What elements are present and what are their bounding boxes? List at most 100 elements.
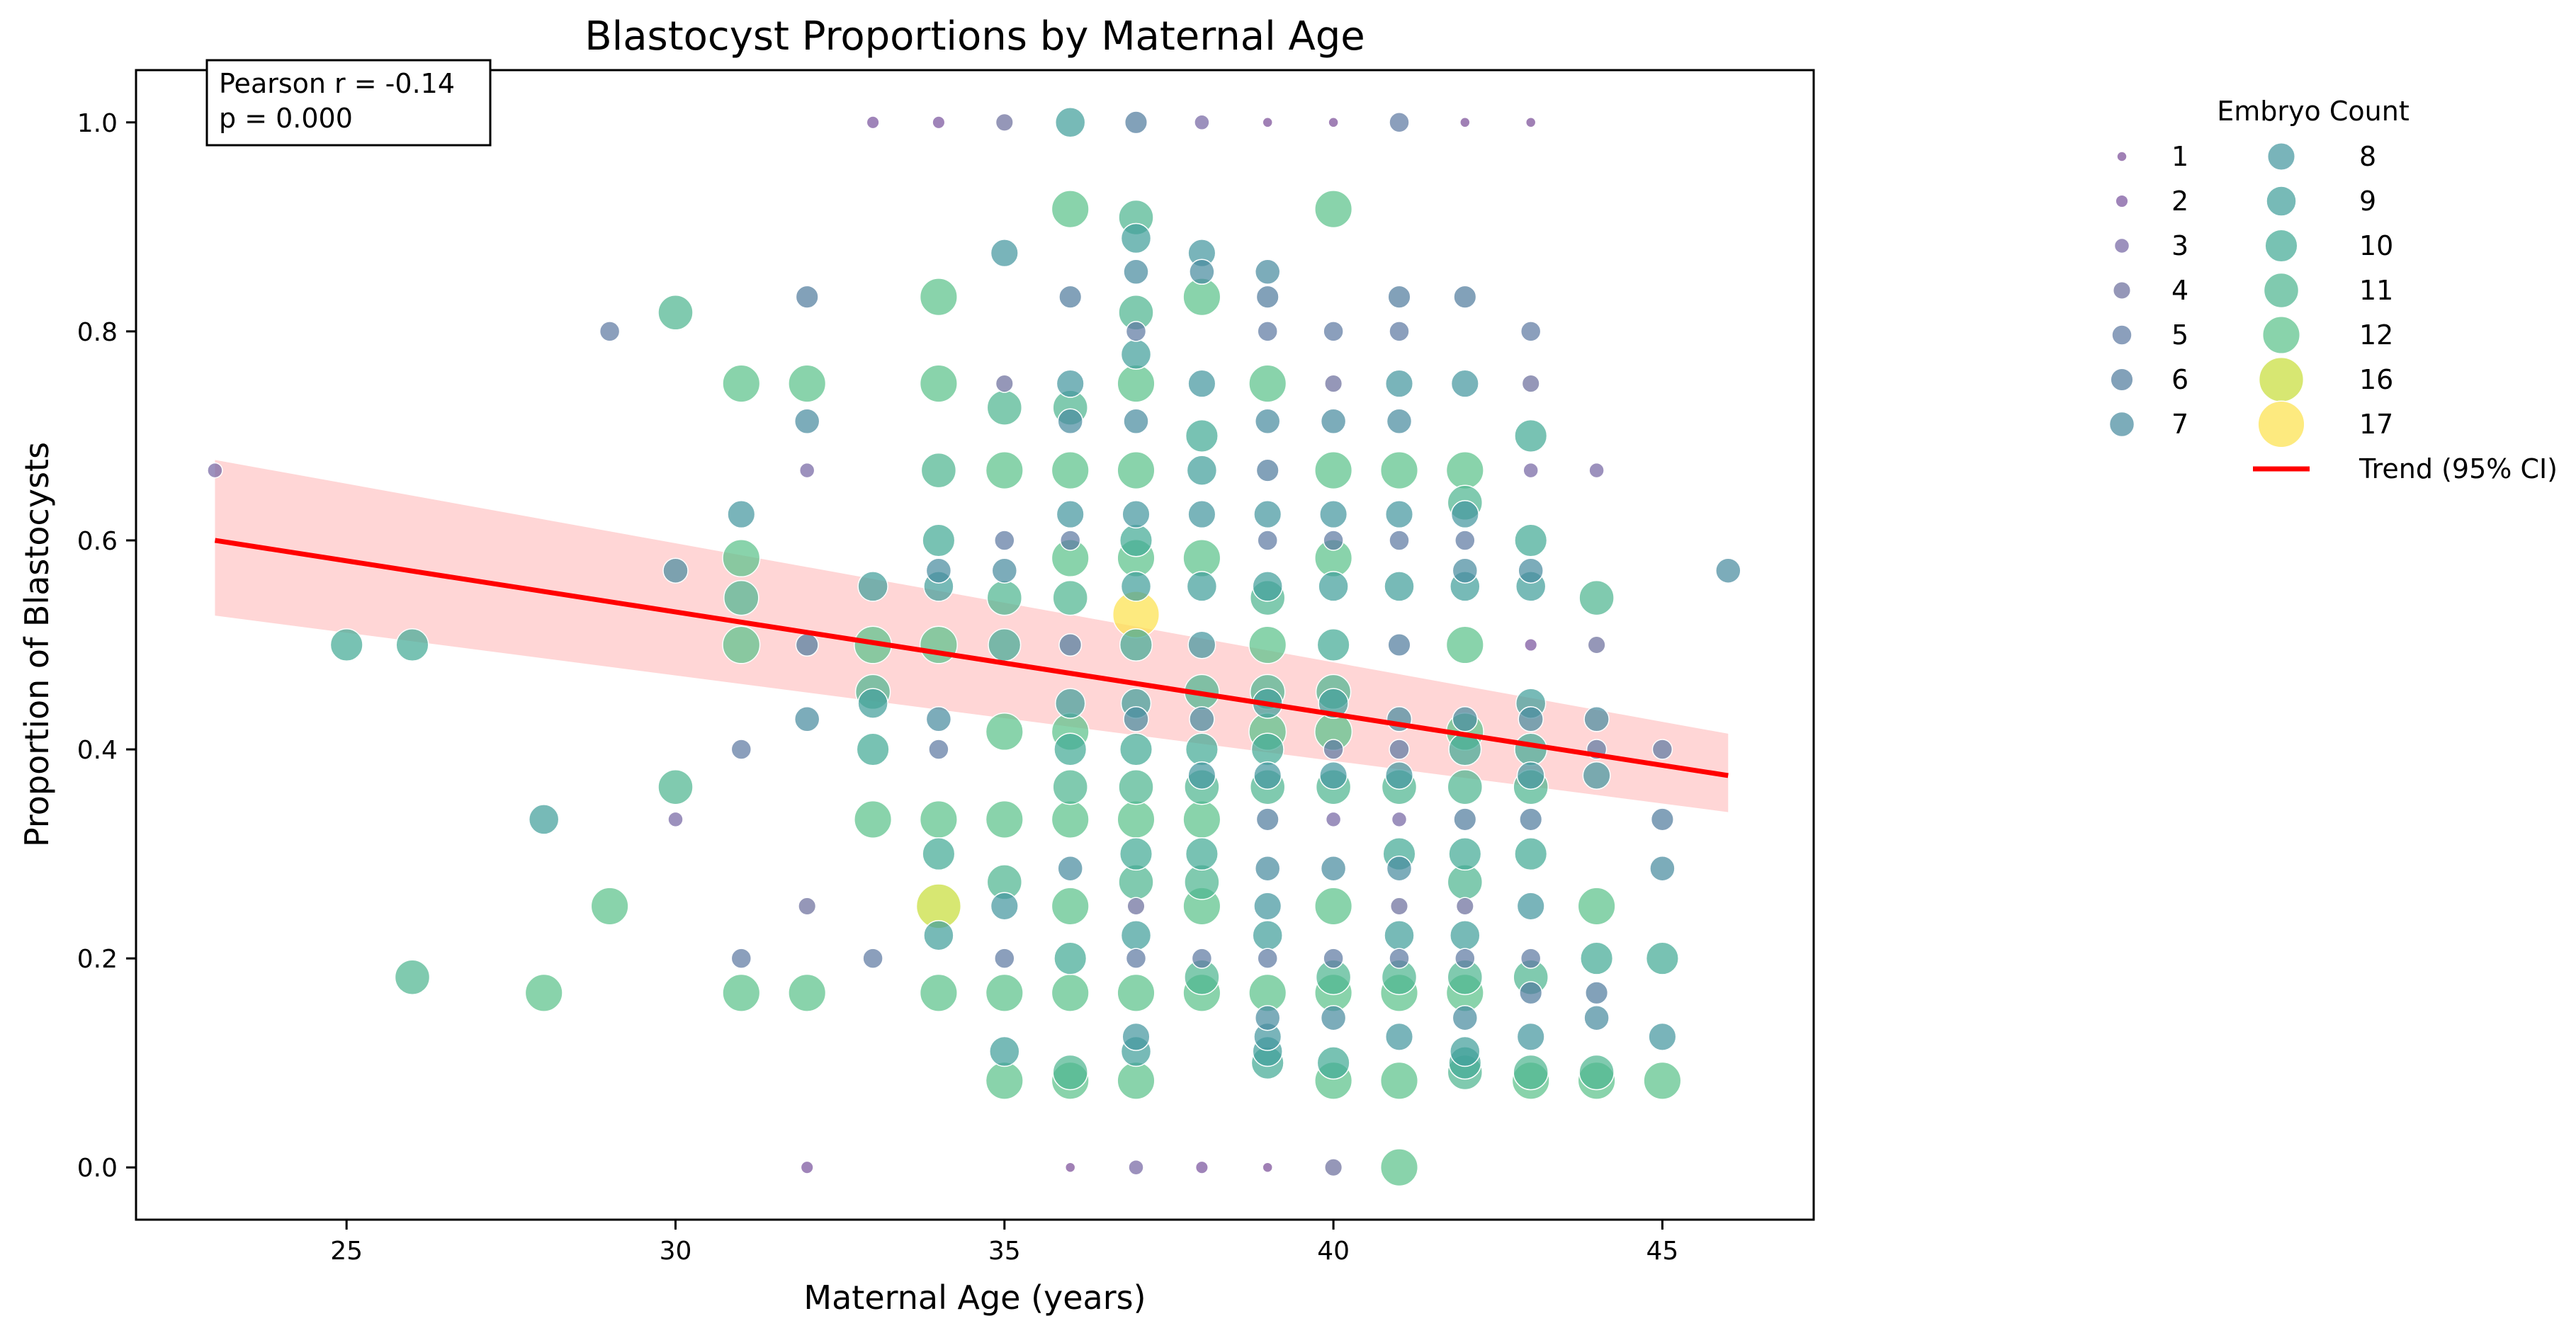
scatter-point bbox=[329, 628, 363, 662]
legend-label: 1 bbox=[2171, 141, 2188, 172]
scatter-point bbox=[1445, 451, 1484, 490]
scatter-point bbox=[1052, 1054, 1088, 1091]
scatter-point bbox=[1386, 408, 1413, 435]
scatter-point bbox=[1187, 630, 1216, 659]
scatter-point bbox=[1520, 321, 1542, 342]
legend-label: 10 bbox=[2359, 230, 2393, 261]
scatter-point bbox=[854, 800, 893, 839]
scatter-point bbox=[1448, 837, 1482, 871]
scatter-point bbox=[1454, 948, 1476, 969]
scatter-point bbox=[1257, 948, 1278, 969]
scatter-point bbox=[1252, 571, 1283, 602]
scatter-point bbox=[722, 625, 761, 664]
scatter-point bbox=[1254, 1004, 1281, 1031]
scatter-point bbox=[1645, 941, 1679, 975]
scatter-points-layer bbox=[207, 107, 1741, 1187]
scatter-point bbox=[1524, 637, 1538, 652]
scatter-point bbox=[932, 115, 946, 130]
scatter-point bbox=[925, 557, 952, 584]
scatter-point bbox=[1187, 369, 1216, 398]
scatter-point bbox=[1578, 579, 1615, 616]
scatter-point bbox=[1119, 628, 1153, 662]
scatter-point bbox=[1187, 761, 1216, 790]
scatter-point bbox=[1125, 948, 1147, 969]
scatter-point bbox=[1519, 807, 1543, 832]
scatter-point bbox=[1117, 800, 1156, 839]
legend-label: 11 bbox=[2359, 275, 2393, 306]
scatter-point bbox=[1054, 107, 1086, 138]
legend-marker bbox=[2113, 237, 2130, 254]
scatter-point bbox=[1523, 462, 1539, 479]
scatter-point bbox=[1648, 1022, 1677, 1051]
pearson-r-text: Pearson r = -0.14 bbox=[219, 68, 455, 99]
scatter-point bbox=[1185, 419, 1219, 453]
scatter-point bbox=[1120, 571, 1152, 602]
scatter-point bbox=[1384, 1022, 1414, 1051]
x-tick-label: 30 bbox=[660, 1237, 692, 1266]
chart-title: Blastocyst Proportions by Maternal Age bbox=[584, 13, 1365, 59]
legend-label: 16 bbox=[2359, 364, 2393, 395]
trend-line-layer bbox=[214, 538, 1729, 778]
scatter-point bbox=[990, 239, 1019, 268]
plot-area-frame bbox=[135, 69, 1815, 1221]
scatter-point bbox=[1585, 981, 1609, 1005]
scatter-point bbox=[800, 1160, 814, 1174]
scatter-point bbox=[1324, 1158, 1343, 1177]
legend-marker bbox=[2111, 324, 2132, 346]
scatter-point bbox=[1125, 321, 1147, 342]
legend-label: 4 bbox=[2171, 275, 2188, 306]
legend-label: 8 bbox=[2359, 141, 2376, 172]
scatter-point bbox=[1320, 408, 1347, 435]
scatter-point bbox=[1583, 706, 1610, 732]
scatter-point bbox=[1316, 1046, 1350, 1080]
scatter-point bbox=[919, 800, 958, 839]
scatter-point bbox=[1117, 451, 1156, 490]
scatter-point bbox=[1250, 732, 1284, 766]
scatter-point bbox=[788, 973, 827, 1012]
scatter-point bbox=[1186, 571, 1218, 602]
scatter-point bbox=[1126, 897, 1146, 916]
scatter-point bbox=[1379, 1061, 1419, 1100]
legend-label: Trend (95% CI) bbox=[2358, 453, 2558, 484]
scatter-point bbox=[394, 959, 431, 995]
legend-label: 5 bbox=[2171, 319, 2188, 351]
legend-title: Embryo Count bbox=[2217, 96, 2409, 127]
scatter-point bbox=[1323, 321, 1344, 342]
scatter-point bbox=[1459, 117, 1471, 128]
scatter-point bbox=[1323, 948, 1344, 969]
scatter-point bbox=[1520, 948, 1542, 969]
scatter-point bbox=[1120, 919, 1152, 951]
scatter-point bbox=[857, 688, 888, 719]
scatter-point bbox=[1450, 500, 1479, 529]
scatter-point bbox=[1389, 321, 1410, 342]
scatter-point bbox=[856, 732, 890, 766]
scatter-point bbox=[1262, 1162, 1273, 1173]
legend-label: 7 bbox=[2171, 409, 2188, 440]
scatter-point bbox=[1386, 855, 1413, 882]
scatter-point bbox=[1319, 761, 1348, 790]
scatter-point bbox=[722, 538, 761, 578]
legend-marker bbox=[2116, 151, 2128, 162]
scatter-point bbox=[1255, 807, 1279, 832]
legend-marker bbox=[2112, 280, 2132, 300]
scatter-point bbox=[1650, 807, 1674, 832]
scatter-point bbox=[1582, 761, 1611, 790]
scatter-point bbox=[1514, 419, 1548, 453]
scatter-point bbox=[1325, 811, 1342, 828]
scatter-point bbox=[1185, 837, 1219, 871]
scatter-point bbox=[925, 706, 952, 732]
scatter-point bbox=[995, 113, 1014, 132]
y-tick-label: 1.0 bbox=[77, 109, 118, 138]
scatter-point bbox=[1053, 732, 1088, 766]
x-tick-label: 25 bbox=[330, 1237, 363, 1266]
scatter-point bbox=[928, 739, 949, 760]
scatter-point bbox=[667, 811, 684, 828]
scatter-point bbox=[1452, 706, 1479, 732]
scatter-point bbox=[1384, 761, 1414, 790]
scatter-point bbox=[1120, 222, 1152, 254]
scatter-point bbox=[919, 973, 958, 1012]
scatter-point bbox=[1454, 530, 1476, 551]
scatter-point bbox=[1324, 374, 1343, 393]
scatter-point bbox=[985, 800, 1024, 839]
